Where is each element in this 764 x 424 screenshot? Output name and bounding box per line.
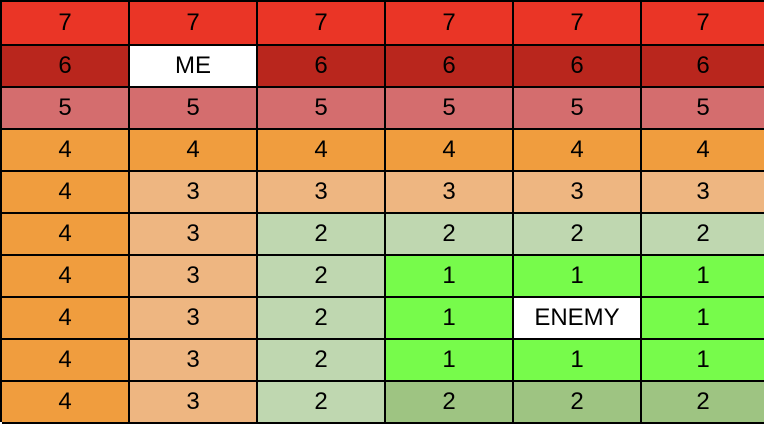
grid-cell[interactable]: 3 (130, 214, 258, 256)
grid-cell[interactable]: 1 (386, 256, 514, 298)
grid-cell[interactable]: 2 (258, 340, 386, 382)
grid-cell[interactable]: 7 (130, 2, 258, 46)
grid-cell[interactable]: 3 (130, 382, 258, 424)
grid-cell[interactable]: 7 (2, 2, 130, 46)
grid-cell[interactable]: 1 (642, 256, 764, 298)
grid-cell[interactable]: 3 (130, 172, 258, 214)
grid-cell[interactable]: 4 (258, 130, 386, 172)
grid-cell[interactable]: 3 (130, 256, 258, 298)
grid-cell[interactable]: 3 (258, 172, 386, 214)
grid-cell[interactable]: 7 (386, 2, 514, 46)
grid-cell[interactable]: 5 (130, 88, 258, 130)
grid-cell[interactable]: 6 (514, 46, 642, 88)
grid-cell[interactable]: 3 (130, 298, 258, 340)
grid-cell[interactable]: 5 (642, 88, 764, 130)
grid-cell[interactable]: 5 (2, 88, 130, 130)
grid-cell[interactable]: 2 (258, 298, 386, 340)
grid-cell[interactable]: 4 (2, 382, 130, 424)
grid-cell[interactable]: 2 (258, 214, 386, 256)
grid-cell[interactable]: 7 (514, 2, 642, 46)
grid-cell[interactable]: 1 (514, 256, 642, 298)
grid-cell[interactable]: 6 (258, 46, 386, 88)
grid-cell[interactable]: 7 (258, 2, 386, 46)
grid-cell[interactable]: 6 (642, 46, 764, 88)
grid-cell[interactable]: 4 (2, 256, 130, 298)
grid-cell[interactable]: 2 (258, 382, 386, 424)
grid-cell[interactable]: 1 (386, 340, 514, 382)
grid-cell[interactable]: 2 (642, 382, 764, 424)
grid-cell[interactable]: 1 (514, 340, 642, 382)
grid-cell[interactable]: 4 (2, 214, 130, 256)
player-me-cell[interactable]: ME (130, 46, 258, 88)
grid-cell[interactable]: 2 (514, 382, 642, 424)
grid-cell[interactable]: 3 (642, 172, 764, 214)
grid-cell[interactable]: 1 (386, 298, 514, 340)
grid-cell[interactable]: 5 (258, 88, 386, 130)
grid-cell[interactable]: 4 (386, 130, 514, 172)
grid-cell[interactable]: 6 (386, 46, 514, 88)
enemy-cell[interactable]: ENEMY (514, 298, 642, 340)
grid-cell[interactable]: 1 (642, 340, 764, 382)
grid-cell[interactable]: 3 (386, 172, 514, 214)
grid-cell[interactable]: 2 (642, 214, 764, 256)
grid-cell[interactable]: 2 (386, 214, 514, 256)
grid-cell[interactable]: 4 (130, 130, 258, 172)
grid-cell[interactable]: 7 (642, 2, 764, 46)
grid-cell[interactable]: 5 (514, 88, 642, 130)
grid-cell[interactable]: 3 (130, 340, 258, 382)
grid-cell[interactable]: 1 (642, 298, 764, 340)
grid-cell[interactable]: 6 (2, 46, 130, 88)
grid-cell[interactable]: 2 (514, 214, 642, 256)
grid-cell[interactable]: 4 (514, 130, 642, 172)
grid-cell[interactable]: 5 (386, 88, 514, 130)
grid-cell[interactable]: 4 (2, 172, 130, 214)
grid-cell[interactable]: 4 (2, 130, 130, 172)
grid-cell[interactable]: 4 (2, 340, 130, 382)
grid-cell[interactable]: 4 (642, 130, 764, 172)
grid-cell[interactable]: 4 (2, 298, 130, 340)
grid-cell[interactable]: 2 (386, 382, 514, 424)
grid-cell[interactable]: 3 (514, 172, 642, 214)
grid-cell[interactable]: 2 (258, 256, 386, 298)
